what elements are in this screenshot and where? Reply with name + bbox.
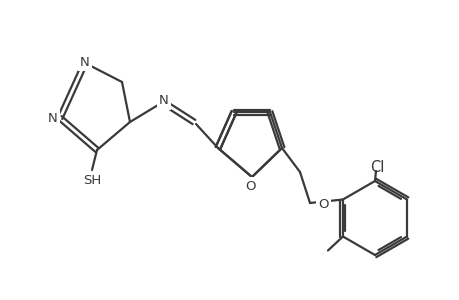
Text: Cl: Cl — [369, 160, 383, 175]
Text: N: N — [159, 94, 168, 107]
Text: O: O — [245, 179, 256, 193]
Text: O: O — [317, 199, 328, 212]
Text: SH: SH — [83, 173, 101, 187]
Text: N: N — [48, 112, 58, 124]
Text: N: N — [80, 56, 90, 68]
